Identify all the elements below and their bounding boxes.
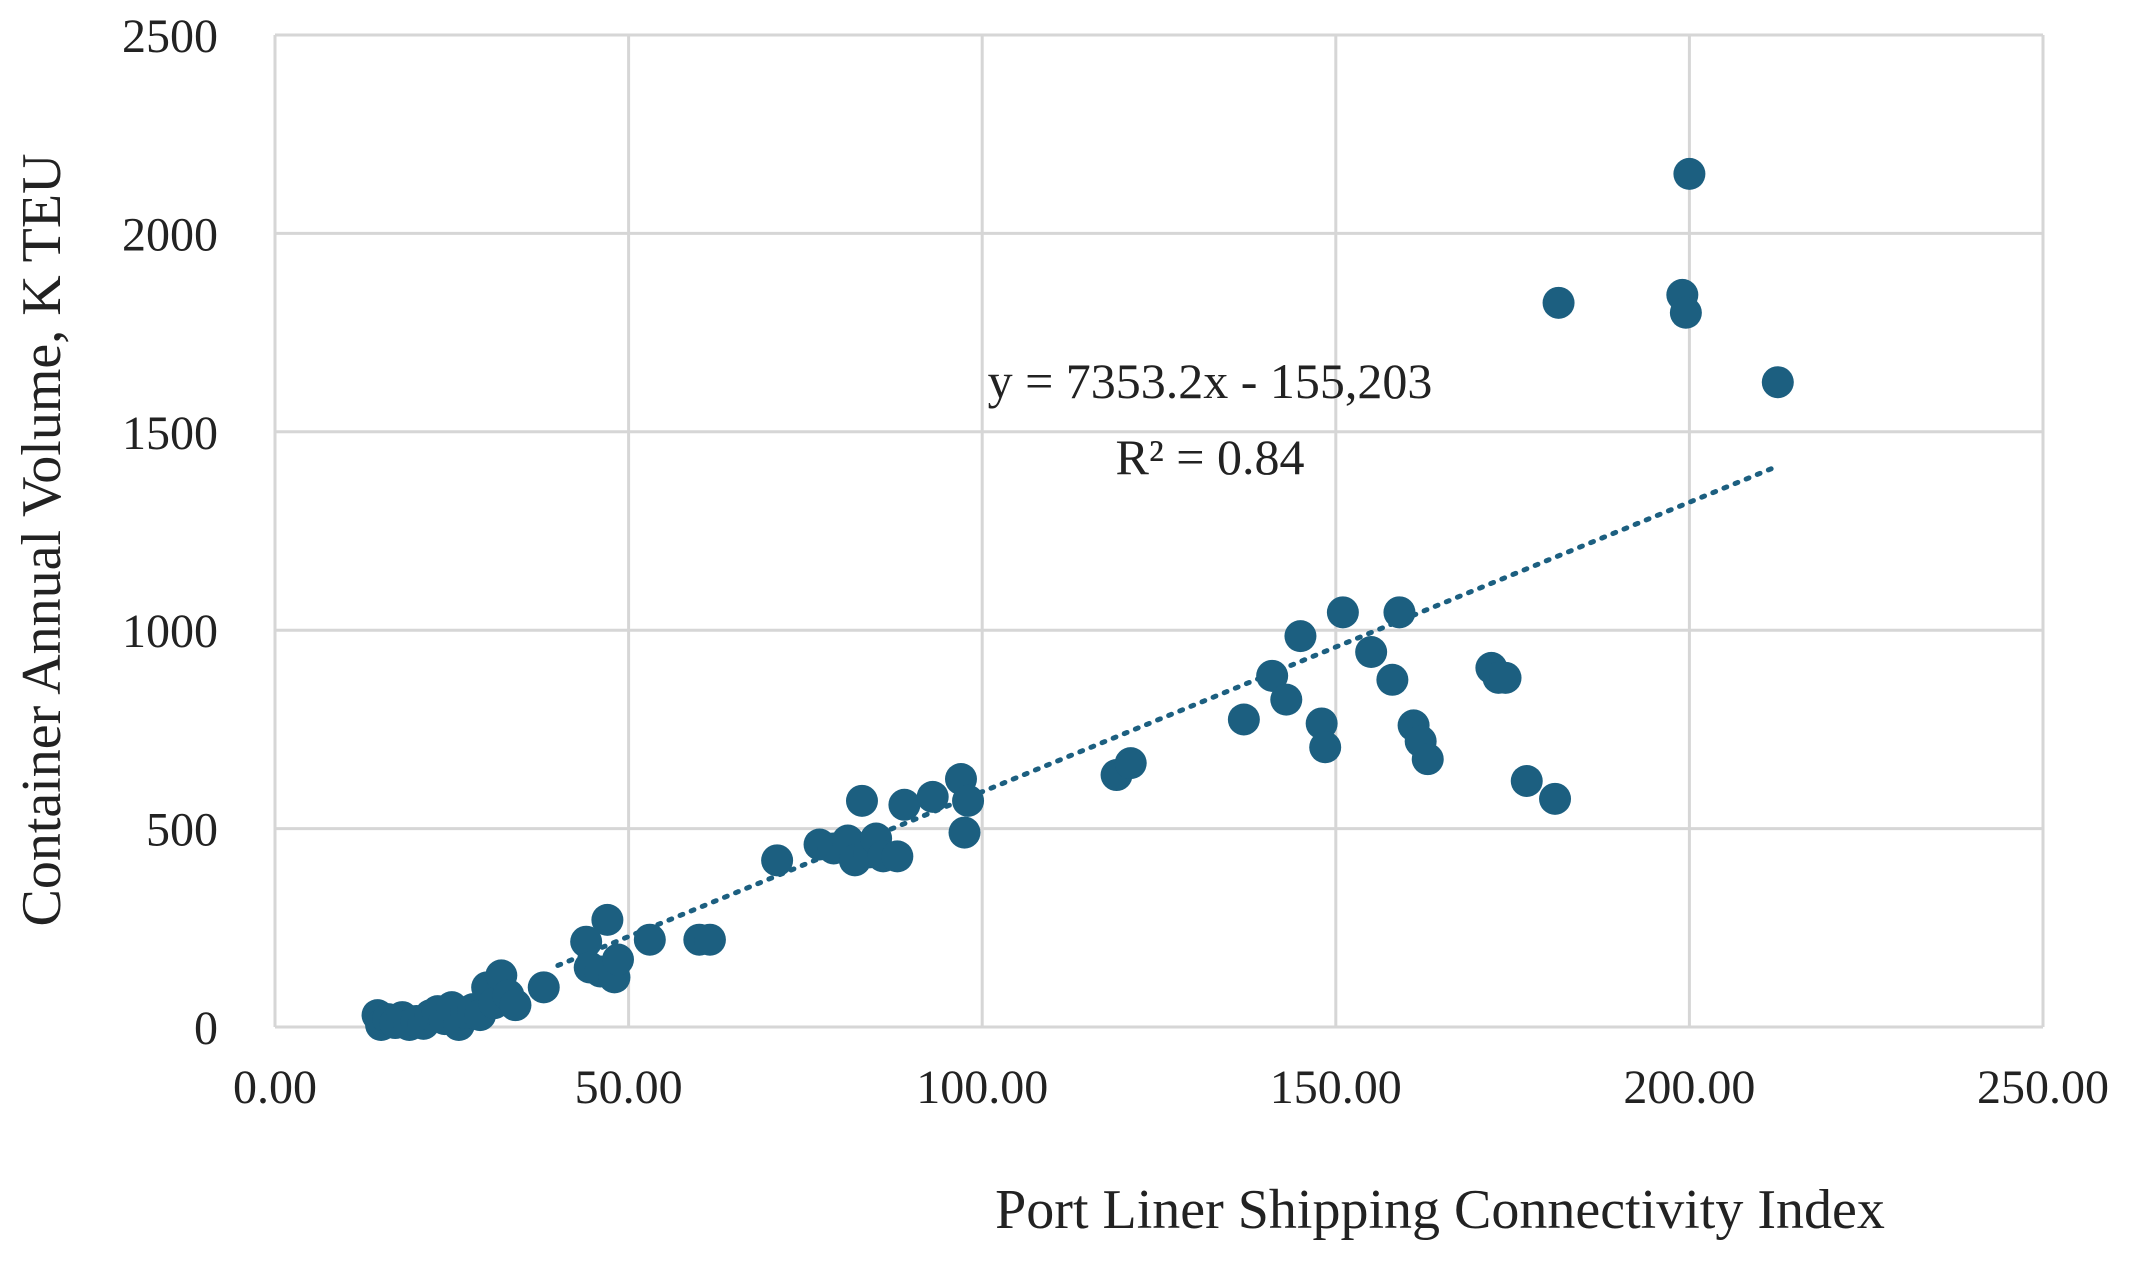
- x-tick-label: 250.00: [1977, 1061, 2109, 1114]
- x-tick-label: 100.00: [916, 1061, 1048, 1114]
- data-point: [1489, 661, 1522, 694]
- y-tick-label: 2000: [122, 208, 218, 261]
- data-point: [527, 971, 560, 1004]
- data-point: [633, 923, 666, 956]
- data-point: [845, 784, 878, 817]
- data-point: [1539, 782, 1572, 815]
- data-point: [1256, 659, 1289, 692]
- x-axis-ticks: 0.00 50.00 100.00 150.00 200.00 250.00: [233, 1061, 2109, 1114]
- horizontal-gridlines: [275, 33, 2043, 1029]
- data-point: [888, 788, 921, 821]
- data-point: [1761, 366, 1794, 399]
- y-tick-label: 500: [146, 804, 218, 857]
- data-point: [1383, 596, 1416, 629]
- data-point: [1326, 596, 1359, 629]
- data-point: [1355, 636, 1388, 669]
- data-point: [601, 943, 634, 976]
- data-points: [361, 157, 1794, 1042]
- vertical-gridlines: [273, 35, 2045, 1027]
- data-point: [591, 903, 624, 936]
- x-tick-label: 0.00: [233, 1061, 317, 1114]
- x-tick-label: 150.00: [1270, 1061, 1402, 1114]
- data-point: [1284, 620, 1317, 653]
- data-point: [1673, 157, 1706, 190]
- y-tick-label: 1500: [122, 407, 218, 460]
- data-point: [1309, 731, 1342, 764]
- data-point: [1270, 683, 1303, 716]
- data-point: [570, 925, 603, 958]
- data-point: [952, 784, 985, 817]
- trendline: [555, 465, 1777, 968]
- x-tick-label: 50.00: [575, 1061, 683, 1114]
- data-point: [693, 923, 726, 956]
- x-axis-title: Port Liner Shipping Connectivity Index: [995, 1179, 1885, 1241]
- y-tick-label: 2500: [122, 10, 218, 63]
- data-point: [916, 780, 949, 813]
- data-point: [1376, 663, 1409, 696]
- data-point: [1411, 743, 1444, 776]
- data-point: [881, 840, 914, 873]
- data-point: [499, 989, 532, 1022]
- r-squared-label: R² = 0.84: [1115, 429, 1304, 485]
- y-tick-label: 1000: [122, 605, 218, 658]
- data-point: [1510, 764, 1543, 797]
- y-axis-title: Container Annual Volume, K TEU: [11, 153, 73, 926]
- data-point: [1542, 286, 1575, 319]
- trendline-equation: y = 7353.2x - 155,203: [988, 353, 1433, 409]
- y-tick-label: 0: [194, 1002, 218, 1055]
- data-point: [1114, 747, 1147, 780]
- data-point: [1305, 707, 1338, 740]
- data-point: [761, 844, 794, 877]
- y-axis-ticks: 0 500 1000 1500 2000 2500: [122, 10, 218, 1055]
- data-point: [1669, 296, 1702, 329]
- data-point: [1227, 703, 1260, 736]
- data-point: [948, 816, 981, 849]
- x-tick-label: 200.00: [1623, 1061, 1755, 1114]
